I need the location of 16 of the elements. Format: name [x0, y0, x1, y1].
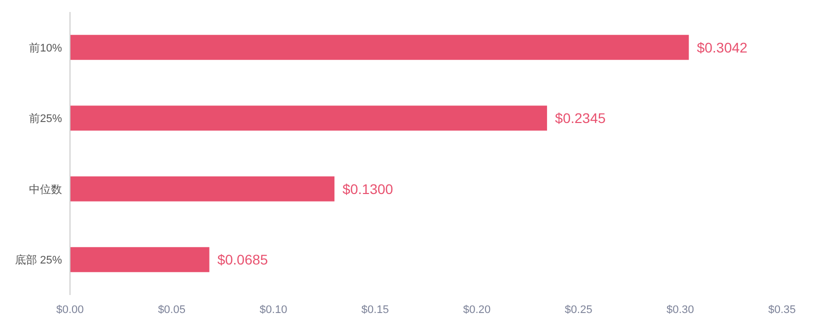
y-tick-label: 前25% — [28, 113, 62, 126]
data-label: $0.3042 — [696, 39, 748, 56]
data-label: $0.1300 — [342, 180, 394, 197]
x-tick-label: $0.15 — [361, 304, 389, 316]
y-tick-label: 前10% — [28, 42, 62, 54]
x-tick-label: $0.30 — [666, 304, 694, 316]
x-tick-label: $0.35 — [768, 304, 796, 316]
data-label: $0.2345 — [555, 110, 606, 126]
x-tick-label: $0.25 — [564, 304, 592, 316]
y-tick-label: 中位数 — [29, 182, 62, 196]
x-tick-label: $0.00 — [56, 304, 84, 316]
data-label: $0.0685 — [217, 252, 268, 268]
y-tick-label: 底部 25% — [14, 254, 62, 267]
x-tick-label: $0.10 — [260, 304, 288, 316]
x-tick-label: $0.20 — [463, 304, 491, 316]
x-tick-label: $0.05 — [158, 304, 186, 316]
